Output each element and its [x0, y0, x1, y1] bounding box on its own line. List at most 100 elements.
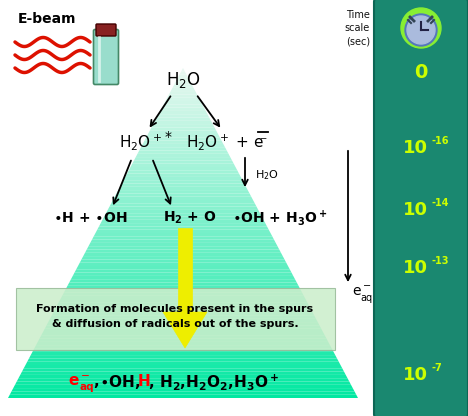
Polygon shape: [118, 187, 248, 190]
Polygon shape: [164, 101, 202, 104]
Polygon shape: [27, 359, 339, 362]
Text: -14: -14: [432, 198, 449, 208]
Polygon shape: [145, 137, 221, 141]
Polygon shape: [97, 226, 269, 230]
Text: $\mathregular{H_2}$ + O: $\mathregular{H_2}$ + O: [163, 210, 217, 226]
Polygon shape: [80, 260, 286, 262]
Polygon shape: [155, 117, 211, 121]
Polygon shape: [59, 299, 307, 302]
Polygon shape: [115, 193, 251, 197]
Text: $\mathregular{H_2O}$: $\mathregular{H_2O}$: [255, 168, 279, 182]
Polygon shape: [162, 104, 204, 108]
Polygon shape: [181, 68, 185, 71]
Polygon shape: [129, 167, 237, 170]
Polygon shape: [111, 200, 255, 203]
Text: H: H: [138, 374, 151, 389]
Polygon shape: [178, 228, 192, 312]
Polygon shape: [152, 124, 214, 127]
Polygon shape: [131, 164, 235, 167]
Polygon shape: [153, 121, 213, 124]
Polygon shape: [136, 154, 230, 157]
Polygon shape: [8, 395, 358, 398]
FancyBboxPatch shape: [94, 30, 118, 84]
Polygon shape: [83, 253, 283, 256]
Text: , $\mathregular{H_2}$,$\mathregular{H_2O_2}$,$\mathregular{H_3O^+}$: , $\mathregular{H_2}$,$\mathregular{H_2O…: [148, 372, 279, 392]
Polygon shape: [71, 276, 295, 279]
Text: 10: 10: [402, 139, 427, 157]
Polygon shape: [99, 223, 267, 226]
Text: 10: 10: [402, 259, 427, 277]
Text: $\bullet$OH,: $\bullet$OH,: [99, 373, 140, 391]
Polygon shape: [124, 177, 242, 180]
Polygon shape: [50, 315, 316, 319]
Text: *: *: [164, 130, 171, 144]
Polygon shape: [20, 371, 346, 375]
Polygon shape: [169, 91, 197, 94]
Polygon shape: [62, 292, 304, 296]
Polygon shape: [134, 157, 232, 161]
Polygon shape: [64, 289, 302, 292]
Polygon shape: [122, 180, 244, 183]
Polygon shape: [104, 213, 262, 216]
Polygon shape: [15, 381, 351, 385]
Polygon shape: [19, 375, 348, 378]
Polygon shape: [76, 266, 290, 269]
Circle shape: [405, 14, 437, 46]
Polygon shape: [45, 325, 321, 329]
Polygon shape: [171, 88, 195, 91]
Polygon shape: [57, 302, 309, 306]
Text: aq: aq: [360, 293, 372, 303]
Text: -13: -13: [432, 256, 449, 266]
Polygon shape: [94, 233, 272, 236]
Polygon shape: [88, 243, 278, 246]
Polygon shape: [143, 141, 223, 144]
Polygon shape: [92, 236, 274, 240]
Polygon shape: [139, 147, 227, 151]
Text: $\mathregular{H_2O}$: $\mathregular{H_2O}$: [166, 70, 200, 90]
Polygon shape: [178, 74, 188, 78]
Text: Time
scale
(sec): Time scale (sec): [345, 10, 370, 47]
Polygon shape: [148, 131, 218, 134]
Text: $\mathregular{H_2O^+}$ + e: $\mathregular{H_2O^+}$ + e: [186, 132, 264, 152]
Text: $\mathregular{H_2O^+}$: $\mathregular{H_2O^+}$: [118, 132, 161, 152]
Text: $\bullet$OH + $\mathregular{H_3O^+}$: $\bullet$OH + $\mathregular{H_3O^+}$: [233, 208, 328, 228]
Polygon shape: [110, 203, 256, 207]
Polygon shape: [55, 306, 311, 309]
Text: e$^-$: e$^-$: [352, 285, 372, 299]
Text: e$^-$: e$^-$: [68, 374, 90, 389]
Text: $^-$: $^-$: [258, 136, 268, 149]
Polygon shape: [13, 385, 353, 388]
Polygon shape: [10, 391, 356, 395]
Polygon shape: [48, 319, 318, 322]
Polygon shape: [36, 342, 330, 345]
Polygon shape: [167, 94, 199, 98]
Polygon shape: [108, 207, 258, 210]
Polygon shape: [127, 170, 239, 173]
Polygon shape: [67, 282, 299, 286]
Polygon shape: [125, 173, 241, 177]
Polygon shape: [138, 151, 228, 154]
Polygon shape: [38, 339, 328, 342]
Polygon shape: [106, 210, 260, 213]
Polygon shape: [102, 216, 263, 220]
Polygon shape: [90, 240, 276, 243]
Polygon shape: [69, 279, 297, 282]
Text: 10: 10: [402, 201, 427, 219]
Polygon shape: [150, 127, 216, 131]
Polygon shape: [159, 111, 207, 114]
Circle shape: [401, 8, 441, 48]
Text: 0: 0: [414, 62, 428, 82]
Polygon shape: [160, 108, 206, 111]
Circle shape: [407, 16, 435, 44]
Polygon shape: [53, 309, 313, 312]
Text: Formation of molecules present in the spurs
& diffusion of radicals out of the s: Formation of molecules present in the sp…: [37, 304, 314, 329]
Polygon shape: [32, 349, 334, 352]
Polygon shape: [60, 296, 306, 299]
Polygon shape: [74, 269, 292, 272]
Polygon shape: [157, 114, 209, 117]
Polygon shape: [174, 81, 192, 84]
FancyBboxPatch shape: [374, 0, 468, 416]
Polygon shape: [120, 183, 246, 187]
Text: E-beam: E-beam: [18, 12, 76, 26]
Polygon shape: [180, 71, 187, 74]
